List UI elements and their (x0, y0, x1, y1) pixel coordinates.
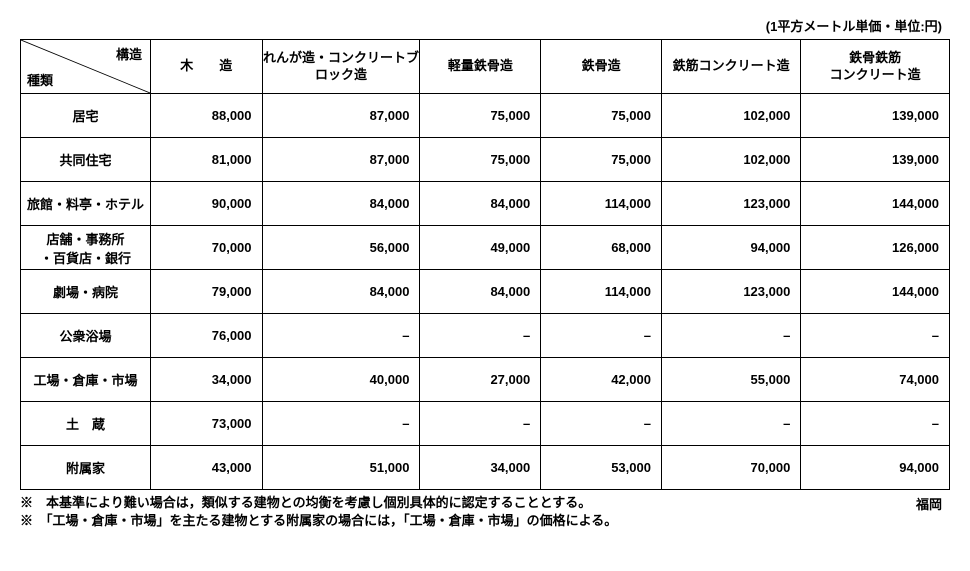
col-header: 鉄筋コンクリート造 (661, 40, 800, 94)
value-cell: 84,000 (420, 182, 541, 226)
row-label: 工場・倉庫・市場 (21, 358, 151, 402)
table-row: 附属家43,00051,00034,00053,00070,00094,000 (21, 446, 950, 490)
value-cell: 51,000 (262, 446, 420, 490)
col-header: 木 造 (151, 40, 262, 94)
col-header: 鉄骨造 (541, 40, 662, 94)
value-cell: 139,000 (801, 94, 950, 138)
value-cell: 42,000 (541, 358, 662, 402)
table-row: 旅館・料亭・ホテル90,00084,00084,000114,000123,00… (21, 182, 950, 226)
value-cell: 49,000 (420, 226, 541, 270)
table-row: 劇場・病院79,00084,00084,000114,000123,000144… (21, 270, 950, 314)
row-label: 土 蔵 (21, 402, 151, 446)
value-cell: 123,000 (661, 270, 800, 314)
value-cell: 94,000 (661, 226, 800, 270)
value-cell: 84,000 (262, 182, 420, 226)
header-diagonal: 構造 種類 (21, 40, 151, 94)
table-row: 店舗・事務所・百貨店・銀行70,00056,00049,00068,00094,… (21, 226, 950, 270)
value-cell: 123,000 (661, 182, 800, 226)
value-cell: 75,000 (420, 138, 541, 182)
price-table: 構造 種類 木 造 れんが造・コンクリートブロック造 軽量鉄骨造 鉄骨造 鉄筋コ… (20, 39, 950, 490)
value-cell: – (541, 314, 662, 358)
value-cell: 27,000 (420, 358, 541, 402)
value-cell: 144,000 (801, 182, 950, 226)
row-label: 附属家 (21, 446, 151, 490)
note-line: ※ 本基準により難い場合は，類似する建物との均衡を考慮し個別具体的に認定すること… (20, 494, 950, 512)
table-row: 土 蔵73,000––––– (21, 402, 950, 446)
value-cell: 34,000 (420, 446, 541, 490)
value-cell: – (420, 314, 541, 358)
note-line: ※ 「工場・倉庫・市場」を主たる建物とする附属家の場合には，「工場・倉庫・市場」… (20, 512, 950, 530)
value-cell: 87,000 (262, 94, 420, 138)
value-cell: – (801, 314, 950, 358)
col-header: 鉄骨鉄筋コンクリート造 (801, 40, 950, 94)
notes-block: ※ 本基準により難い場合は，類似する建物との均衡を考慮し個別具体的に認定すること… (20, 494, 950, 529)
value-cell: 73,000 (151, 402, 262, 446)
value-cell: 75,000 (541, 138, 662, 182)
value-cell: – (420, 402, 541, 446)
value-cell: 55,000 (661, 358, 800, 402)
table-row: 共同住宅81,00087,00075,00075,000102,000139,0… (21, 138, 950, 182)
value-cell: 68,000 (541, 226, 662, 270)
value-cell: 75,000 (420, 94, 541, 138)
col-header: 軽量鉄骨造 (420, 40, 541, 94)
value-cell: – (661, 314, 800, 358)
value-cell: – (262, 314, 420, 358)
value-cell: 43,000 (151, 446, 262, 490)
row-label: 居宅 (21, 94, 151, 138)
location-label: 福岡 (916, 494, 950, 513)
value-cell: 53,000 (541, 446, 662, 490)
diag-top-label: 構造 (116, 44, 142, 63)
value-cell: 126,000 (801, 226, 950, 270)
table-row: 公衆浴場76,000––––– (21, 314, 950, 358)
table-row: 居宅88,00087,00075,00075,000102,000139,000 (21, 94, 950, 138)
table-body: 居宅88,00087,00075,00075,000102,000139,000… (21, 94, 950, 490)
value-cell: 56,000 (262, 226, 420, 270)
row-label: 旅館・料亭・ホテル (21, 182, 151, 226)
value-cell: – (661, 402, 800, 446)
value-cell: 74,000 (801, 358, 950, 402)
value-cell: 79,000 (151, 270, 262, 314)
value-cell: 94,000 (801, 446, 950, 490)
value-cell: 144,000 (801, 270, 950, 314)
value-cell: – (262, 402, 420, 446)
value-cell: – (541, 402, 662, 446)
unit-caption: (1平方メートル単価・単位:円) (20, 16, 950, 35)
value-cell: 139,000 (801, 138, 950, 182)
value-cell: 34,000 (151, 358, 262, 402)
value-cell: – (801, 402, 950, 446)
value-cell: 70,000 (661, 446, 800, 490)
value-cell: 90,000 (151, 182, 262, 226)
value-cell: 102,000 (661, 138, 800, 182)
value-cell: 102,000 (661, 94, 800, 138)
value-cell: 114,000 (541, 270, 662, 314)
value-cell: 88,000 (151, 94, 262, 138)
value-cell: 87,000 (262, 138, 420, 182)
diag-bottom-label: 種類 (27, 70, 53, 89)
value-cell: 84,000 (262, 270, 420, 314)
row-label: 劇場・病院 (21, 270, 151, 314)
value-cell: 114,000 (541, 182, 662, 226)
value-cell: 81,000 (151, 138, 262, 182)
row-label: 公衆浴場 (21, 314, 151, 358)
value-cell: 75,000 (541, 94, 662, 138)
value-cell: 40,000 (262, 358, 420, 402)
table-header-row: 構造 種類 木 造 れんが造・コンクリートブロック造 軽量鉄骨造 鉄骨造 鉄筋コ… (21, 40, 950, 94)
value-cell: 76,000 (151, 314, 262, 358)
value-cell: 84,000 (420, 270, 541, 314)
row-label: 共同住宅 (21, 138, 151, 182)
value-cell: 70,000 (151, 226, 262, 270)
table-row: 工場・倉庫・市場34,00040,00027,00042,00055,00074… (21, 358, 950, 402)
row-label: 店舗・事務所・百貨店・銀行 (21, 226, 151, 270)
col-header: れんが造・コンクリートブロック造 (262, 40, 420, 94)
